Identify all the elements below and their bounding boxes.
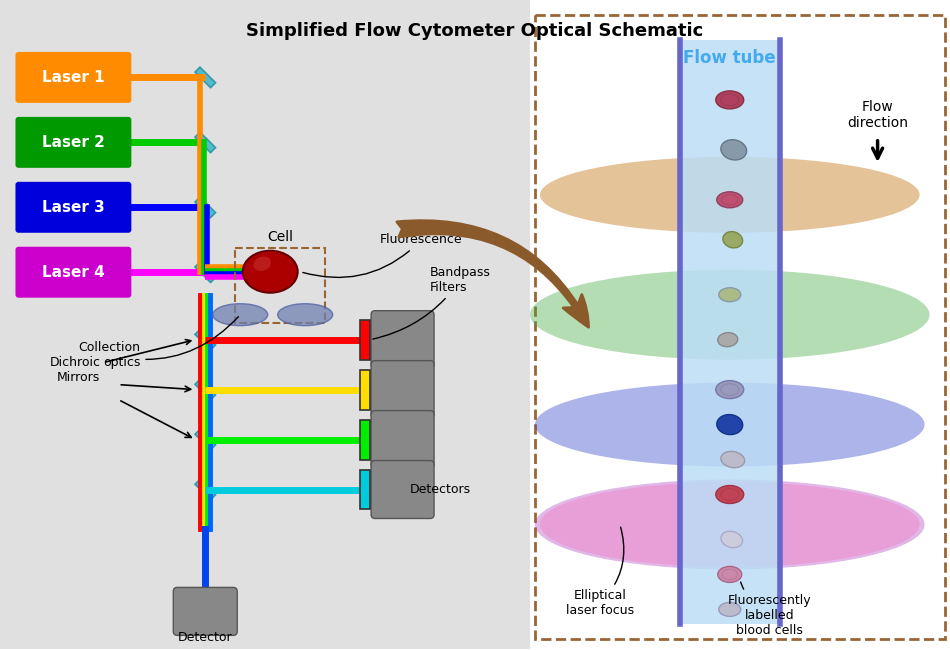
Bar <box>195 429 216 450</box>
Ellipse shape <box>254 257 271 271</box>
Ellipse shape <box>243 251 297 292</box>
Text: Flow
direction: Flow direction <box>847 100 908 130</box>
Ellipse shape <box>717 415 743 435</box>
Ellipse shape <box>715 91 744 109</box>
Text: Collection
optics: Collection optics <box>78 317 238 369</box>
Text: Dichroic
Mirrors: Dichroic Mirrors <box>49 339 191 384</box>
Ellipse shape <box>716 192 743 208</box>
Text: Fluorescence: Fluorescence <box>303 233 463 278</box>
Bar <box>195 132 216 153</box>
FancyBboxPatch shape <box>371 411 434 469</box>
Text: Flow tube: Flow tube <box>683 49 776 67</box>
Ellipse shape <box>715 381 744 398</box>
Text: Cell: Cell <box>267 229 294 244</box>
Ellipse shape <box>540 482 920 567</box>
Text: Bandpass
Filters: Bandpass Filters <box>372 266 491 339</box>
Ellipse shape <box>721 451 745 468</box>
Text: Laser 1: Laser 1 <box>42 70 104 85</box>
Bar <box>195 67 216 88</box>
Bar <box>195 479 216 500</box>
Ellipse shape <box>535 383 924 467</box>
Text: Simplified Flow Cytometer Optical Schematic: Simplified Flow Cytometer Optical Schema… <box>246 22 704 40</box>
Bar <box>360 469 370 510</box>
FancyBboxPatch shape <box>15 247 131 298</box>
Ellipse shape <box>540 157 920 233</box>
Text: Laser 4: Laser 4 <box>42 265 104 279</box>
Text: Fluorescently
labelled
blood cells: Fluorescently labelled blood cells <box>728 582 811 638</box>
Bar <box>195 380 216 400</box>
FancyBboxPatch shape <box>15 117 131 168</box>
Text: Elliptical
laser focus: Elliptical laser focus <box>566 527 634 618</box>
Bar <box>360 370 370 410</box>
Ellipse shape <box>535 480 924 569</box>
FancyBboxPatch shape <box>173 588 238 635</box>
Ellipse shape <box>530 270 929 359</box>
Ellipse shape <box>721 531 743 548</box>
Bar <box>195 330 216 350</box>
Text: Detector: Detector <box>178 631 233 644</box>
FancyBboxPatch shape <box>371 311 434 369</box>
Ellipse shape <box>715 486 744 504</box>
Ellipse shape <box>213 304 268 326</box>
Ellipse shape <box>719 603 741 616</box>
Bar <box>535 15 944 640</box>
Bar <box>1 0 530 649</box>
Ellipse shape <box>721 140 747 160</box>
Ellipse shape <box>719 288 741 302</box>
FancyBboxPatch shape <box>371 361 434 419</box>
Bar <box>195 197 216 218</box>
Text: Laser 3: Laser 3 <box>42 200 104 214</box>
FancyBboxPatch shape <box>15 52 131 103</box>
Ellipse shape <box>723 231 743 248</box>
FancyBboxPatch shape <box>15 182 131 233</box>
Text: Laser 2: Laser 2 <box>42 135 104 150</box>
Bar <box>360 320 370 359</box>
Bar <box>680 40 780 625</box>
Ellipse shape <box>277 304 332 326</box>
Ellipse shape <box>718 566 742 582</box>
Bar <box>360 420 370 460</box>
FancyBboxPatch shape <box>371 461 434 519</box>
Text: Detectors: Detectors <box>410 483 471 496</box>
Ellipse shape <box>718 333 738 346</box>
Bar <box>195 262 216 283</box>
